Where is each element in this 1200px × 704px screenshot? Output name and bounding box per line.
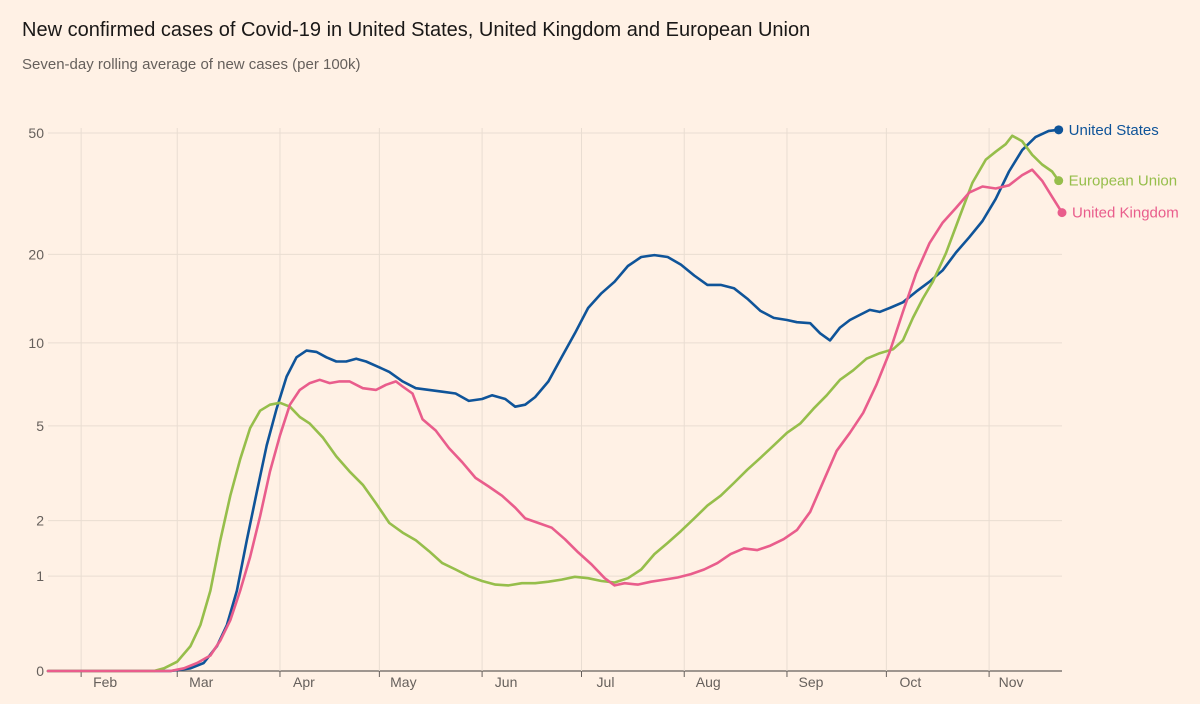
series-line-united-kingdom <box>46 168 1064 673</box>
chart-subtitle: Seven-day rolling average of new cases (… <box>22 56 361 73</box>
x-tick-label: Jul <box>597 674 615 690</box>
x-axis: Feb Mar Apr May Jun Jul Aug Sep Oct Nov <box>80 671 1024 690</box>
series-lines <box>46 128 1064 673</box>
x-tick-label: Mar <box>189 674 213 690</box>
y-tick-label: 1 <box>36 568 44 584</box>
x-tick-label: Apr <box>293 674 315 690</box>
y-tick-label: 5 <box>36 418 44 434</box>
y-tick-label: 2 <box>36 513 44 529</box>
series-label-european-union: European Union <box>1069 173 1177 190</box>
chart-title: New confirmed cases of Covid-19 in Unite… <box>22 19 811 41</box>
x-tick-label: May <box>390 674 416 690</box>
x-tick-label: Sep <box>798 674 823 690</box>
x-tick-label: Oct <box>899 674 921 690</box>
grid <box>48 128 1062 672</box>
series-labels: United States European Union United Kingdo… <box>1054 122 1179 222</box>
y-axis: 0 1 2 5 10 20 50 <box>28 125 44 679</box>
x-tick-label: Aug <box>696 674 721 690</box>
y-tick-label: 0 <box>36 663 44 679</box>
series-line-united-states <box>46 128 1060 673</box>
series-end-dot <box>1054 176 1064 186</box>
x-tick-label: Nov <box>999 674 1024 690</box>
x-tick-label: Feb <box>93 674 117 690</box>
series-end-dot <box>1057 208 1067 218</box>
y-tick-label: 50 <box>28 125 44 141</box>
y-tick-label: 20 <box>28 246 44 262</box>
series-label-united-kingdom: United Kingdom <box>1072 205 1179 222</box>
x-tick-label: Jun <box>495 674 518 690</box>
series-end-dot <box>1054 125 1064 135</box>
series-label-united-states: United States <box>1069 122 1159 139</box>
series-line-european-union <box>46 134 1060 673</box>
y-tick-label: 10 <box>28 335 44 351</box>
